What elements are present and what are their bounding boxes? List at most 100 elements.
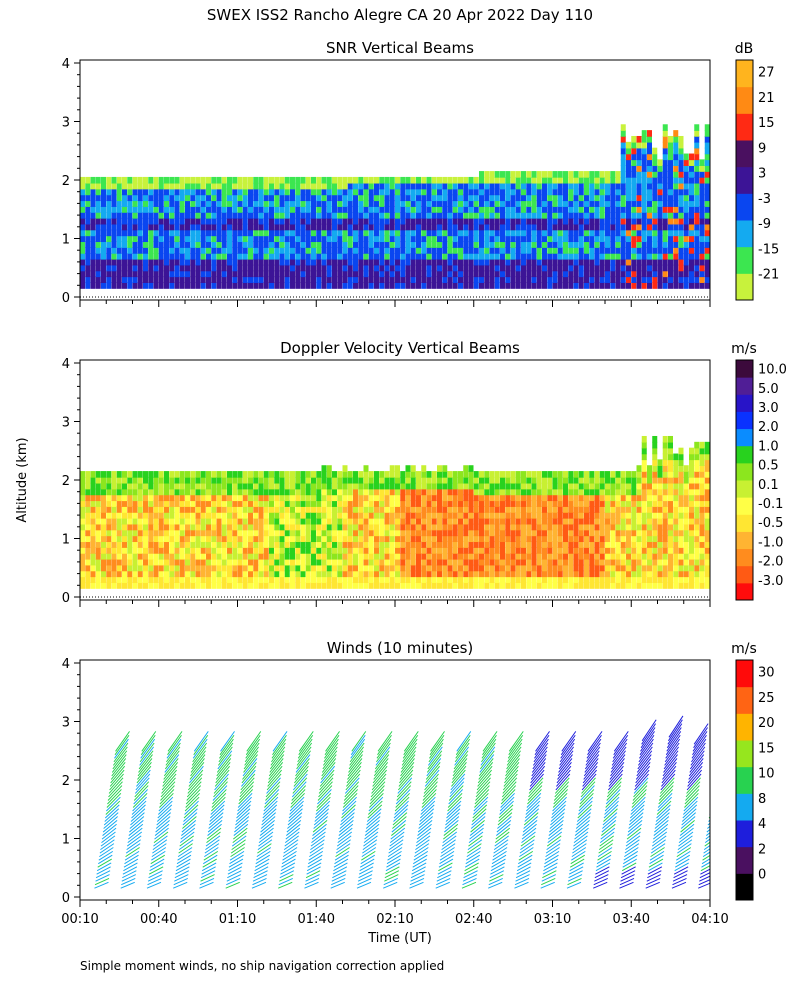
- snr-cell: [637, 154, 642, 161]
- snr-cell: [369, 212, 374, 219]
- snr-cell: [295, 241, 300, 248]
- doppler-cell: [91, 541, 96, 548]
- snr-cell: [595, 206, 600, 213]
- doppler-cell: [411, 483, 416, 490]
- doppler-cell: [280, 565, 285, 572]
- snr-cell: [626, 241, 631, 248]
- snr-cell: [374, 200, 379, 207]
- snr-cell: [348, 177, 353, 184]
- snr-cell: [694, 230, 699, 237]
- snr-cell: [579, 171, 584, 178]
- doppler-cell: [490, 489, 495, 496]
- doppler-cell: [364, 559, 369, 566]
- snr-cell: [169, 189, 174, 196]
- snr-cell: [285, 253, 290, 260]
- snr-cell: [80, 282, 85, 289]
- doppler-cell: [595, 541, 600, 548]
- doppler-cell: [316, 524, 321, 531]
- doppler-cell: [138, 535, 143, 542]
- snr-cell: [637, 200, 642, 207]
- doppler-cell: [112, 494, 117, 501]
- doppler-cell: [448, 582, 453, 589]
- snr-cell: [306, 241, 311, 248]
- snr-cell: [610, 212, 615, 219]
- doppler-cell: [616, 506, 621, 513]
- doppler-cell: [469, 547, 474, 554]
- snr-cell: [411, 206, 416, 213]
- doppler-cell: [668, 483, 673, 490]
- snr-cell: [164, 224, 169, 231]
- doppler-cell: [516, 582, 521, 589]
- snr-cell: [647, 136, 652, 143]
- snr-cell: [406, 282, 411, 289]
- snr-cell: [663, 271, 668, 278]
- snr-cell: [700, 282, 705, 289]
- snr-cell: [631, 241, 636, 248]
- doppler-cell: [542, 541, 547, 548]
- snr-cell: [217, 183, 222, 190]
- snr-cell: [568, 247, 573, 254]
- snr-cell: [574, 171, 579, 178]
- doppler-cell: [96, 576, 101, 583]
- snr-cell: [558, 265, 563, 272]
- doppler-cell: [301, 494, 306, 501]
- snr-cell: [122, 183, 127, 190]
- doppler-cell: [175, 489, 180, 496]
- snr-cell: [327, 265, 332, 272]
- doppler-cell: [91, 489, 96, 496]
- doppler-cell: [547, 530, 552, 537]
- snr-cell: [133, 224, 138, 231]
- snr-cell: [400, 271, 405, 278]
- doppler-cell: [532, 547, 537, 554]
- doppler-cell: [600, 471, 605, 478]
- snr-cell: [148, 282, 153, 289]
- snr-cell: [479, 271, 484, 278]
- snr-cell: [511, 177, 516, 184]
- doppler-cell: [295, 494, 300, 501]
- doppler-cell: [117, 553, 122, 560]
- snr-cell: [526, 200, 531, 207]
- snr-cell: [138, 247, 143, 254]
- snr-cell: [269, 271, 274, 278]
- snr-cell: [395, 276, 400, 283]
- doppler-cell: [322, 576, 327, 583]
- doppler-cell: [642, 494, 647, 501]
- doppler-cell: [700, 489, 705, 496]
- doppler-cell: [600, 582, 605, 589]
- doppler-cell: [274, 535, 279, 542]
- doppler-cell: [694, 471, 699, 478]
- doppler-cell: [584, 571, 589, 578]
- doppler-cell: [175, 512, 180, 519]
- snr-cell: [542, 212, 547, 219]
- doppler-cell: [668, 582, 673, 589]
- doppler-cell: [259, 483, 264, 490]
- snr-cell: [652, 171, 657, 178]
- snr-cell: [684, 259, 689, 266]
- snr-cell: [112, 194, 117, 201]
- snr-cell: [280, 265, 285, 272]
- doppler-cell: [222, 512, 227, 519]
- snr-cell: [295, 224, 300, 231]
- doppler-cell: [301, 582, 306, 589]
- doppler-cell: [610, 477, 615, 484]
- snr-cell: [679, 136, 684, 143]
- snr-cell: [85, 212, 90, 219]
- snr-cell: [595, 235, 600, 242]
- doppler-cell: [385, 500, 390, 507]
- doppler-cell: [568, 565, 573, 572]
- snr-cell: [553, 183, 558, 190]
- doppler-cell: [406, 571, 411, 578]
- snr-cell: [190, 271, 195, 278]
- doppler-cell: [217, 471, 222, 478]
- snr-cell: [584, 183, 589, 190]
- snr-cell: [343, 265, 348, 272]
- snr-cell: [143, 189, 148, 196]
- doppler-cell: [379, 483, 384, 490]
- doppler-cell: [689, 506, 694, 513]
- doppler-cell: [301, 535, 306, 542]
- doppler-cell: [122, 582, 127, 589]
- snr-cell: [301, 247, 306, 254]
- snr-cell: [322, 218, 327, 225]
- snr-cell: [416, 241, 421, 248]
- snr-cell: [217, 224, 222, 231]
